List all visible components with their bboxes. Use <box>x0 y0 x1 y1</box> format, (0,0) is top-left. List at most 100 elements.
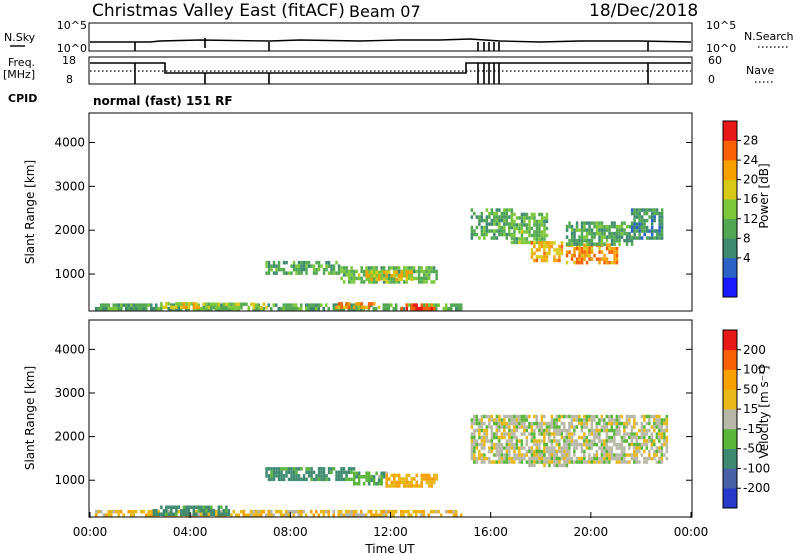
velocity-cell <box>355 475 358 479</box>
velocity-cell <box>633 456 636 461</box>
power-cell <box>595 221 599 225</box>
velocity-cell <box>352 482 356 486</box>
power-cell <box>588 238 591 243</box>
power-cell <box>412 266 416 270</box>
power-cell <box>372 276 376 281</box>
power-cell <box>520 226 524 231</box>
power-cell <box>272 260 276 265</box>
velocity-cell <box>615 460 619 464</box>
power-cell <box>332 264 336 268</box>
velocity-cell <box>580 442 584 447</box>
velocity-cell <box>620 442 624 447</box>
velocity-cell <box>513 421 516 426</box>
velocity-cell <box>650 456 654 461</box>
power-cell <box>565 235 569 239</box>
velocity-cell <box>325 477 328 482</box>
velocity-cell <box>655 435 659 440</box>
power-cell <box>608 246 611 251</box>
power-cell <box>573 235 576 239</box>
power-cell <box>415 303 418 307</box>
velocity-cell <box>375 509 378 514</box>
velocity-cell <box>568 432 571 436</box>
power-cell <box>317 260 321 265</box>
velocity-cell <box>560 453 564 457</box>
velocity-cell <box>560 432 564 436</box>
velocity-cell <box>275 509 278 514</box>
velocity-cell <box>563 421 566 426</box>
power-cell <box>558 251 561 256</box>
velocity-cell <box>550 439 554 443</box>
velocity-cell <box>508 432 511 436</box>
power-cell <box>402 280 406 284</box>
power-cell <box>525 237 529 241</box>
velocity-cell <box>157 512 161 516</box>
velocity-cell <box>555 418 559 422</box>
velocity-cell <box>565 428 569 433</box>
power-cell <box>650 229 654 233</box>
velocity-cell <box>550 456 554 461</box>
velocity-cell <box>603 453 606 457</box>
power-cell <box>382 306 385 311</box>
velocity-cell <box>558 463 561 468</box>
power-cell <box>410 277 413 281</box>
velocity-cell <box>645 456 649 461</box>
power-cell <box>543 226 546 231</box>
power-cell <box>170 305 173 310</box>
velocity-cell <box>578 418 581 422</box>
power-cell <box>265 271 268 275</box>
velocity-cell <box>530 432 534 436</box>
velocity-cell <box>580 449 584 454</box>
power-cell <box>365 277 368 281</box>
power-cell <box>395 277 398 281</box>
power-cell <box>255 306 258 311</box>
power-cell <box>102 303 105 307</box>
velocity-cell <box>498 421 501 426</box>
velocity-cell <box>335 477 338 482</box>
velocity-cell <box>583 425 586 429</box>
velocity-cell <box>362 475 366 479</box>
velocity-cell <box>535 421 539 426</box>
velocity-cell <box>533 428 536 433</box>
power-cell <box>538 244 541 249</box>
velocity-cell <box>618 414 621 419</box>
power-cell <box>428 306 431 311</box>
power-cell <box>483 229 486 233</box>
velocity-cell <box>590 442 594 447</box>
power-cell <box>528 230 531 234</box>
velocity-cell <box>545 442 549 447</box>
velocity-cell <box>417 509 420 514</box>
power-cell <box>275 267 278 272</box>
velocity-cell <box>545 449 549 454</box>
power-cell <box>485 215 489 219</box>
power-cell <box>503 215 506 219</box>
power-colorbar-label-tick: 12 <box>743 212 758 226</box>
velocity-cell <box>555 463 559 468</box>
velocity-cell <box>590 456 594 461</box>
power-cell <box>295 264 298 268</box>
power-ytick-label: 3000 <box>54 179 85 193</box>
velocity-cell <box>375 471 378 475</box>
power-cell <box>177 302 181 306</box>
power-cell <box>295 306 298 311</box>
velocity-cell <box>573 446 576 450</box>
velocity-cell <box>225 509 228 513</box>
power-cell <box>580 238 584 243</box>
power-cell <box>300 271 303 275</box>
power-cell <box>620 221 624 225</box>
velocity-cell <box>560 414 564 419</box>
velocity-cell <box>520 453 524 457</box>
velocity-cell <box>580 446 584 450</box>
velocity-cell <box>630 453 634 457</box>
velocity-cell <box>290 470 293 475</box>
power-cell <box>302 264 306 268</box>
velocity-cell <box>247 513 250 517</box>
power-cell <box>130 306 133 311</box>
velocity-cell <box>665 446 669 450</box>
power-cell <box>135 303 138 307</box>
velocity-cell <box>553 449 556 454</box>
velocity-cell <box>535 456 539 461</box>
velocity-cell <box>312 513 315 517</box>
velocity-cell <box>623 456 626 461</box>
velocity-cell <box>648 435 651 440</box>
power-cell <box>407 276 411 281</box>
